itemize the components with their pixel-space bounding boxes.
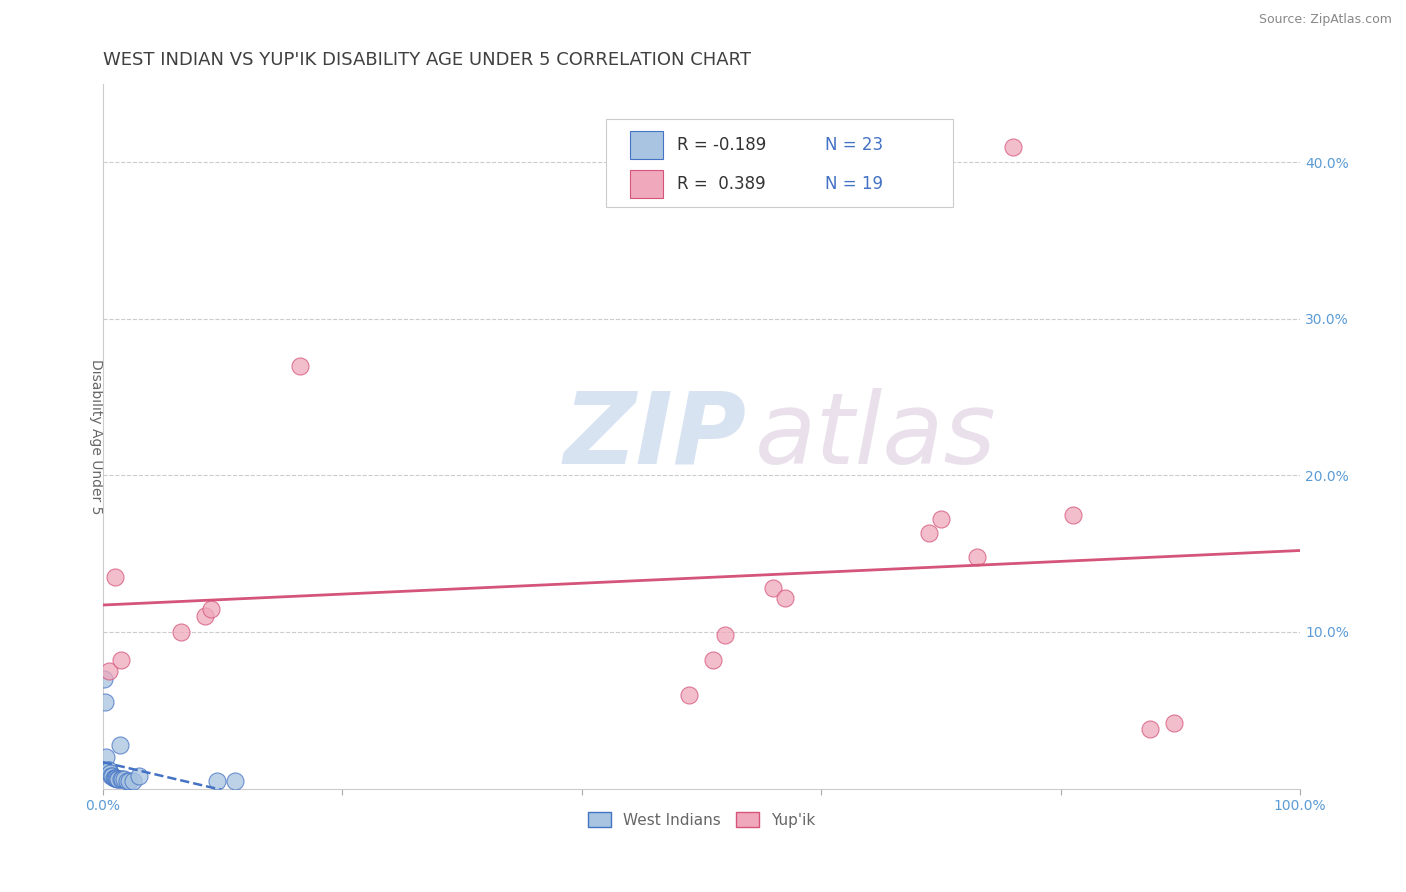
Point bbox=[121, 773, 143, 788]
Point bbox=[98, 765, 121, 780]
Text: WEST INDIAN VS YUP'IK DISABILITY AGE UNDER 5 CORRELATION CHART: WEST INDIAN VS YUP'IK DISABILITY AGE UND… bbox=[103, 51, 751, 69]
Point bbox=[111, 772, 134, 786]
Point bbox=[205, 773, 228, 788]
Point bbox=[110, 653, 132, 667]
Point bbox=[169, 625, 191, 640]
Point bbox=[762, 581, 785, 595]
Text: N = 19: N = 19 bbox=[825, 175, 883, 193]
Point bbox=[702, 653, 724, 667]
Point bbox=[1163, 715, 1185, 730]
Point bbox=[1001, 140, 1024, 154]
Point bbox=[97, 664, 120, 678]
Point bbox=[200, 601, 222, 615]
FancyBboxPatch shape bbox=[606, 120, 953, 208]
Point bbox=[104, 771, 127, 785]
Text: N = 23: N = 23 bbox=[825, 136, 883, 154]
Point bbox=[193, 609, 215, 624]
Point bbox=[1139, 722, 1161, 736]
Text: Source: ZipAtlas.com: Source: ZipAtlas.com bbox=[1258, 13, 1392, 27]
Point bbox=[118, 773, 141, 788]
Point bbox=[112, 772, 135, 786]
Point bbox=[128, 769, 150, 783]
Point bbox=[96, 750, 118, 764]
Point bbox=[115, 773, 138, 788]
Point bbox=[105, 772, 128, 786]
Point bbox=[714, 628, 737, 642]
Point bbox=[103, 771, 125, 785]
FancyBboxPatch shape bbox=[630, 131, 664, 160]
Point bbox=[966, 549, 988, 564]
Point bbox=[93, 672, 115, 686]
Text: ZIP: ZIP bbox=[564, 388, 747, 485]
Point bbox=[110, 772, 132, 786]
Point bbox=[290, 359, 312, 373]
Point bbox=[94, 695, 117, 709]
Point bbox=[775, 591, 797, 605]
Text: atlas: atlas bbox=[755, 388, 997, 485]
Point bbox=[678, 688, 700, 702]
Point bbox=[101, 769, 124, 783]
Point bbox=[929, 512, 952, 526]
Text: R =  0.389: R = 0.389 bbox=[678, 175, 766, 193]
Text: R = -0.189: R = -0.189 bbox=[678, 136, 766, 154]
Point bbox=[918, 526, 941, 541]
Point bbox=[224, 773, 246, 788]
Y-axis label: Disability Age Under 5: Disability Age Under 5 bbox=[89, 359, 103, 514]
Point bbox=[97, 763, 120, 777]
Legend: West Indians, Yup'ik: West Indians, Yup'ik bbox=[582, 805, 821, 834]
Point bbox=[104, 771, 127, 785]
Point bbox=[108, 738, 131, 752]
Point bbox=[107, 772, 129, 786]
Point bbox=[100, 769, 122, 783]
Point bbox=[97, 763, 120, 777]
Point bbox=[1062, 508, 1084, 522]
Point bbox=[104, 570, 127, 584]
FancyBboxPatch shape bbox=[630, 169, 664, 198]
